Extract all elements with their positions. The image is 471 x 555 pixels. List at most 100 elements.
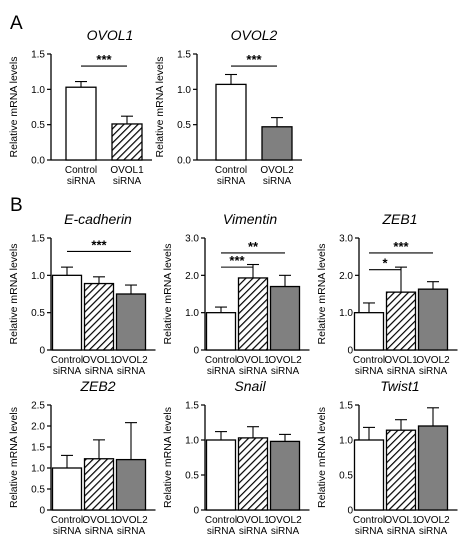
x-tick-label-line: siRNA [419,526,448,537]
y-tick-label: 0 [39,346,45,357]
x-tick-label-line: siRNA [387,366,416,377]
y-tick-label: 0.5 [185,471,199,482]
x-tick-label-line: siRNA [387,526,416,537]
chart-3: Vimentin Relative mRNA levels 0 1.0 2.0 3.0 Co… [162,211,310,377]
x-tick-label: Control siRNA [353,355,385,377]
chart-title: ZEB2 [79,378,115,394]
bar [51,467,83,511]
x-tick-label: OVOL1 siRNA [82,515,116,537]
y-tick-label: 0.5 [339,471,353,482]
x-tick-label: OVOL2 siRNA [260,165,294,187]
x-tick-label-line: Control [353,515,385,526]
x-tick-label-line: Control [51,515,83,526]
y-tick-label: 0.5 [31,308,45,319]
chart-2: E-cadherin Relative mRNA levels 0 0.5 1.0 1.5… [8,211,156,377]
x-tick-label-line: siRNA [355,526,384,537]
y-tick-label: 1.0 [339,436,353,447]
bar [237,437,269,511]
charts-group: OVOL1 Relative mRNA levels 0.0 0.5 1.0 1.5 Con… [8,27,458,537]
bar [237,277,269,351]
x-tick-label-line: siRNA [207,366,236,377]
x-tick-label-line: siRNA [271,366,300,377]
x-tick-label-line: siRNA [217,176,246,187]
x-tick-label: Control siRNA [51,355,83,377]
bar [205,312,237,351]
y-tick-label: 0 [347,506,353,517]
x-tick-label: OVOL2 siRNA [268,515,302,537]
bar [269,440,301,511]
y-tick-label: 0 [193,346,199,357]
x-tick-label-line: Control [205,515,237,526]
x-tick-label: Control siRNA [215,165,247,187]
y-tick-label: 1.5 [31,50,45,61]
x-tick-label-line: siRNA [355,366,384,377]
y-axis-label: Relative mRNA levels [8,244,20,345]
x-tick-label-line: OVOL2 [114,515,148,526]
y-axis-label: Relative mRNA levels [162,407,174,508]
y-tick-label: 0.0 [177,156,191,167]
significance-label: *** [229,253,245,268]
y-axis-label: Relative mRNA levels [8,57,20,158]
x-tick-label-line: siRNA [207,526,236,537]
significance-label: *** [91,237,107,252]
significance-label: * [382,256,388,271]
bar [417,288,449,351]
chart-5: ZEB2 Relative mRNA levels 0 0.5 1.0 1.5 2.0 2.5… [8,378,156,537]
x-tick-label: OVOL1 siRNA [384,515,418,537]
y-tick-label: 0.5 [31,120,45,131]
chart-title: Vimentin [223,211,277,227]
x-tick-label: Control siRNA [205,355,237,377]
y-tick-label: 1.0 [31,85,45,96]
chart-0: OVOL1 Relative mRNA levels 0.0 0.5 1.0 1.5 Con… [8,27,152,187]
bar [385,291,417,351]
bar [269,285,301,351]
y-tick-label: 1.0 [31,271,45,282]
y-tick-label: 2.0 [339,271,353,282]
x-tick-label-line: OVOL1 [236,355,270,366]
x-tick-label-line: siRNA [239,526,268,537]
x-tick-label-line: Control [65,165,97,176]
significance-label: *** [246,52,262,67]
panel-label-b: B [10,195,23,216]
y-axis-label: Relative mRNA levels [316,407,328,508]
x-tick-label-line: Control [51,355,83,366]
y-tick-label: 0.5 [177,120,191,131]
y-tick-label: 1.5 [31,443,45,454]
x-tick-label: Control siRNA [205,515,237,537]
y-tick-label: 1.0 [31,464,45,475]
x-tick-label-line: siRNA [53,366,82,377]
bar [353,312,385,351]
chart-title: OVOL1 [87,27,134,43]
x-tick-label: Control siRNA [51,515,83,537]
chart-1: OVOL2 Relative mRNA levels 0.0 0.5 1.0 1.5 Con… [154,27,302,187]
x-tick-label-line: siRNA [117,366,146,377]
x-tick-label: OVOL2 siRNA [114,355,148,377]
bar [353,439,385,511]
x-tick-label-line: OVOL1 [82,355,116,366]
y-tick-label: 1.0 [185,308,199,319]
x-tick-label-line: Control [215,165,247,176]
bar [111,123,143,161]
x-tick-label-line: OVOL1 [110,165,144,176]
x-tick-label-line: OVOL2 [114,355,148,366]
bar [205,439,237,511]
x-tick-label: OVOL1 siRNA [236,515,270,537]
x-tick-label: OVOL1 siRNA [110,165,144,187]
y-tick-label: 1.5 [339,401,353,412]
y-tick-label: 2.5 [31,401,45,412]
chart-6: Snail Relative mRNA levels 0 0.5 1.0 1.5 Contr… [162,378,310,537]
chart-7: Twist1 Relative mRNA levels 0 0.5 1.0 1.5 Cont… [316,378,458,537]
y-tick-label: 0 [39,506,45,517]
x-tick-label-line: siRNA [239,366,268,377]
x-tick-label-line: siRNA [117,526,146,537]
x-tick-label-line: OVOL1 [384,515,418,526]
x-tick-label-line: OVOL1 [236,515,270,526]
bar [215,83,247,161]
y-axis-label: Relative mRNA levels [162,244,174,345]
x-tick-label-line: siRNA [113,176,142,187]
y-tick-label: 1.5 [185,401,199,412]
y-tick-label: 0.0 [31,156,45,167]
x-tick-label: OVOL2 siRNA [268,355,302,377]
bar [115,293,147,351]
